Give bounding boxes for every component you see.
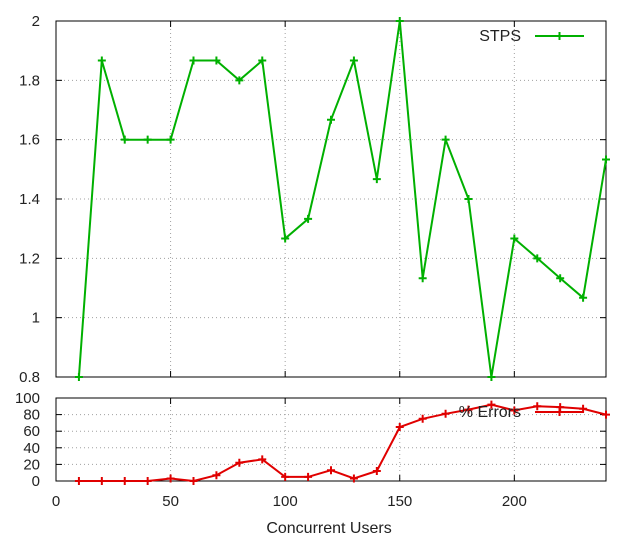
data-point — [235, 458, 244, 467]
data-point — [189, 56, 198, 65]
series-line — [78, 403, 607, 483]
data-point — [464, 195, 473, 203]
data-point — [418, 414, 427, 423]
y-tick-label: 1.6 — [19, 132, 40, 149]
stps-plot: 0.8 1 1.2 1.4 1.6 1.8 2 STPS — [19, 13, 610, 386]
data-point — [281, 234, 290, 243]
data-point — [304, 214, 313, 223]
x-tick-label: 100 — [273, 493, 298, 510]
x-tick-label: 200 — [502, 493, 527, 510]
y-tick-label: 0.8 — [19, 369, 40, 386]
data-point — [120, 135, 129, 144]
y-tick-label: 1.8 — [19, 72, 40, 89]
series-line — [77, 20, 607, 378]
data-point — [349, 56, 358, 65]
data-point — [395, 17, 404, 25]
stps-frame — [55, 20, 607, 378]
x-tick-label: 0 — [52, 493, 60, 510]
y-tick-label: 100 — [15, 390, 40, 407]
data-point — [212, 56, 221, 65]
data-point — [327, 466, 335, 475]
data-point — [372, 175, 381, 184]
x-axis-label: Concurrent Users — [266, 520, 391, 537]
x-tick-label: 150 — [387, 493, 412, 510]
data-point — [143, 477, 152, 485]
data-point — [418, 274, 427, 283]
data-point — [327, 115, 335, 124]
data-point — [97, 56, 106, 65]
data-point — [602, 410, 610, 419]
legend-marker — [555, 32, 564, 40]
y-tick-label: 2 — [32, 13, 40, 30]
data-point — [74, 477, 83, 485]
data-point — [143, 135, 152, 144]
y-tick-label: 20 — [23, 456, 40, 473]
data-point — [74, 373, 83, 381]
data-point — [304, 472, 313, 481]
data-point — [556, 274, 565, 283]
y-tick-label: 1 — [32, 310, 40, 327]
data-point — [533, 254, 542, 263]
data-point — [212, 471, 221, 480]
data-point — [281, 472, 290, 481]
legend-label: STPS — [479, 28, 521, 45]
data-point — [97, 477, 106, 485]
y-tick-label: 0 — [32, 473, 40, 490]
stps-grid — [56, 21, 606, 377]
data-point — [510, 406, 519, 415]
errors-frame — [55, 397, 607, 482]
data-point — [533, 402, 542, 411]
data-point — [258, 455, 267, 464]
data-point — [441, 409, 450, 418]
data-point — [235, 76, 244, 85]
data-point — [487, 373, 496, 381]
errors-series — [74, 400, 610, 485]
y-tick-label: 40 — [23, 440, 40, 457]
data-point — [395, 423, 404, 432]
data-point — [464, 405, 473, 414]
data-point — [602, 155, 610, 164]
data-point — [166, 135, 175, 144]
x-tick-label: 50 — [162, 493, 179, 510]
y-tick-label: 80 — [23, 407, 40, 424]
y-tick-label: 1.2 — [19, 250, 40, 267]
data-point — [510, 234, 519, 243]
y-tick-label: 1.4 — [19, 191, 40, 208]
data-point — [120, 477, 129, 485]
data-point — [349, 474, 358, 483]
data-point — [579, 293, 588, 302]
legend-marker — [555, 408, 564, 416]
data-point — [258, 56, 267, 65]
y-tick-label: 60 — [23, 423, 40, 440]
stps-series — [74, 17, 610, 381]
data-point — [441, 135, 450, 144]
data-point — [487, 400, 496, 409]
data-point — [166, 474, 175, 483]
data-point — [189, 477, 198, 485]
legend-label: % Errors — [459, 404, 521, 421]
data-point — [372, 467, 381, 476]
